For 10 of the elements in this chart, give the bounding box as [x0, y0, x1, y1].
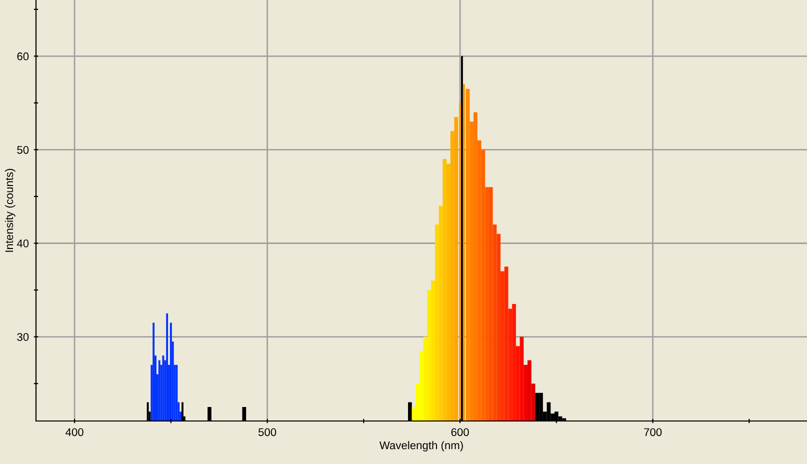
y-axis-title: Intensity (counts): [4, 168, 16, 252]
y-tick-label: 50: [17, 146, 29, 154]
y-tick-label: 30: [17, 333, 29, 341]
x-tick-label: 400: [66, 428, 84, 436]
x-axis-title: Wavelength (nm): [379, 441, 463, 452]
y-tick-label: 60: [17, 52, 29, 60]
x-tick-label: 600: [451, 428, 469, 436]
y-tick-label: 40: [16, 240, 29, 248]
x-tick-label: 700: [644, 428, 662, 436]
x-tick-label: 500: [258, 428, 276, 436]
